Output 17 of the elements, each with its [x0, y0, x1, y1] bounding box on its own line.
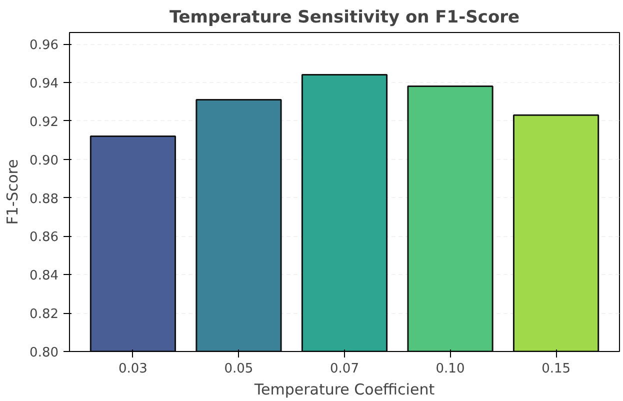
- y-tick-label: 0.82: [30, 307, 59, 322]
- chart-title: Temperature Sensitivity on F1-Score: [169, 8, 520, 28]
- x-tick-label: 0.07: [330, 362, 359, 376]
- x-tick-label: 0.05: [224, 362, 254, 376]
- x-tick-label: 0.15: [542, 362, 571, 376]
- y-axis-title: F1-Score: [4, 159, 22, 225]
- y-tick-label: 0.84: [30, 268, 59, 284]
- x-tick-label: 0.10: [436, 362, 465, 376]
- x-axis-title: Temperature Coefficient: [253, 380, 435, 398]
- y-tick-label: 0.92: [30, 114, 59, 130]
- y-tick-label: 0.88: [30, 192, 59, 207]
- y-tick-label: 0.86: [30, 230, 59, 246]
- x-tick-label: 0.03: [118, 362, 148, 376]
- y-tick-label: 0.80: [30, 346, 59, 360]
- y-tick-label: 0.90: [30, 153, 59, 168]
- y-tick-label: 0.96: [30, 38, 59, 54]
- y-tick-label: 0.94: [30, 76, 59, 92]
